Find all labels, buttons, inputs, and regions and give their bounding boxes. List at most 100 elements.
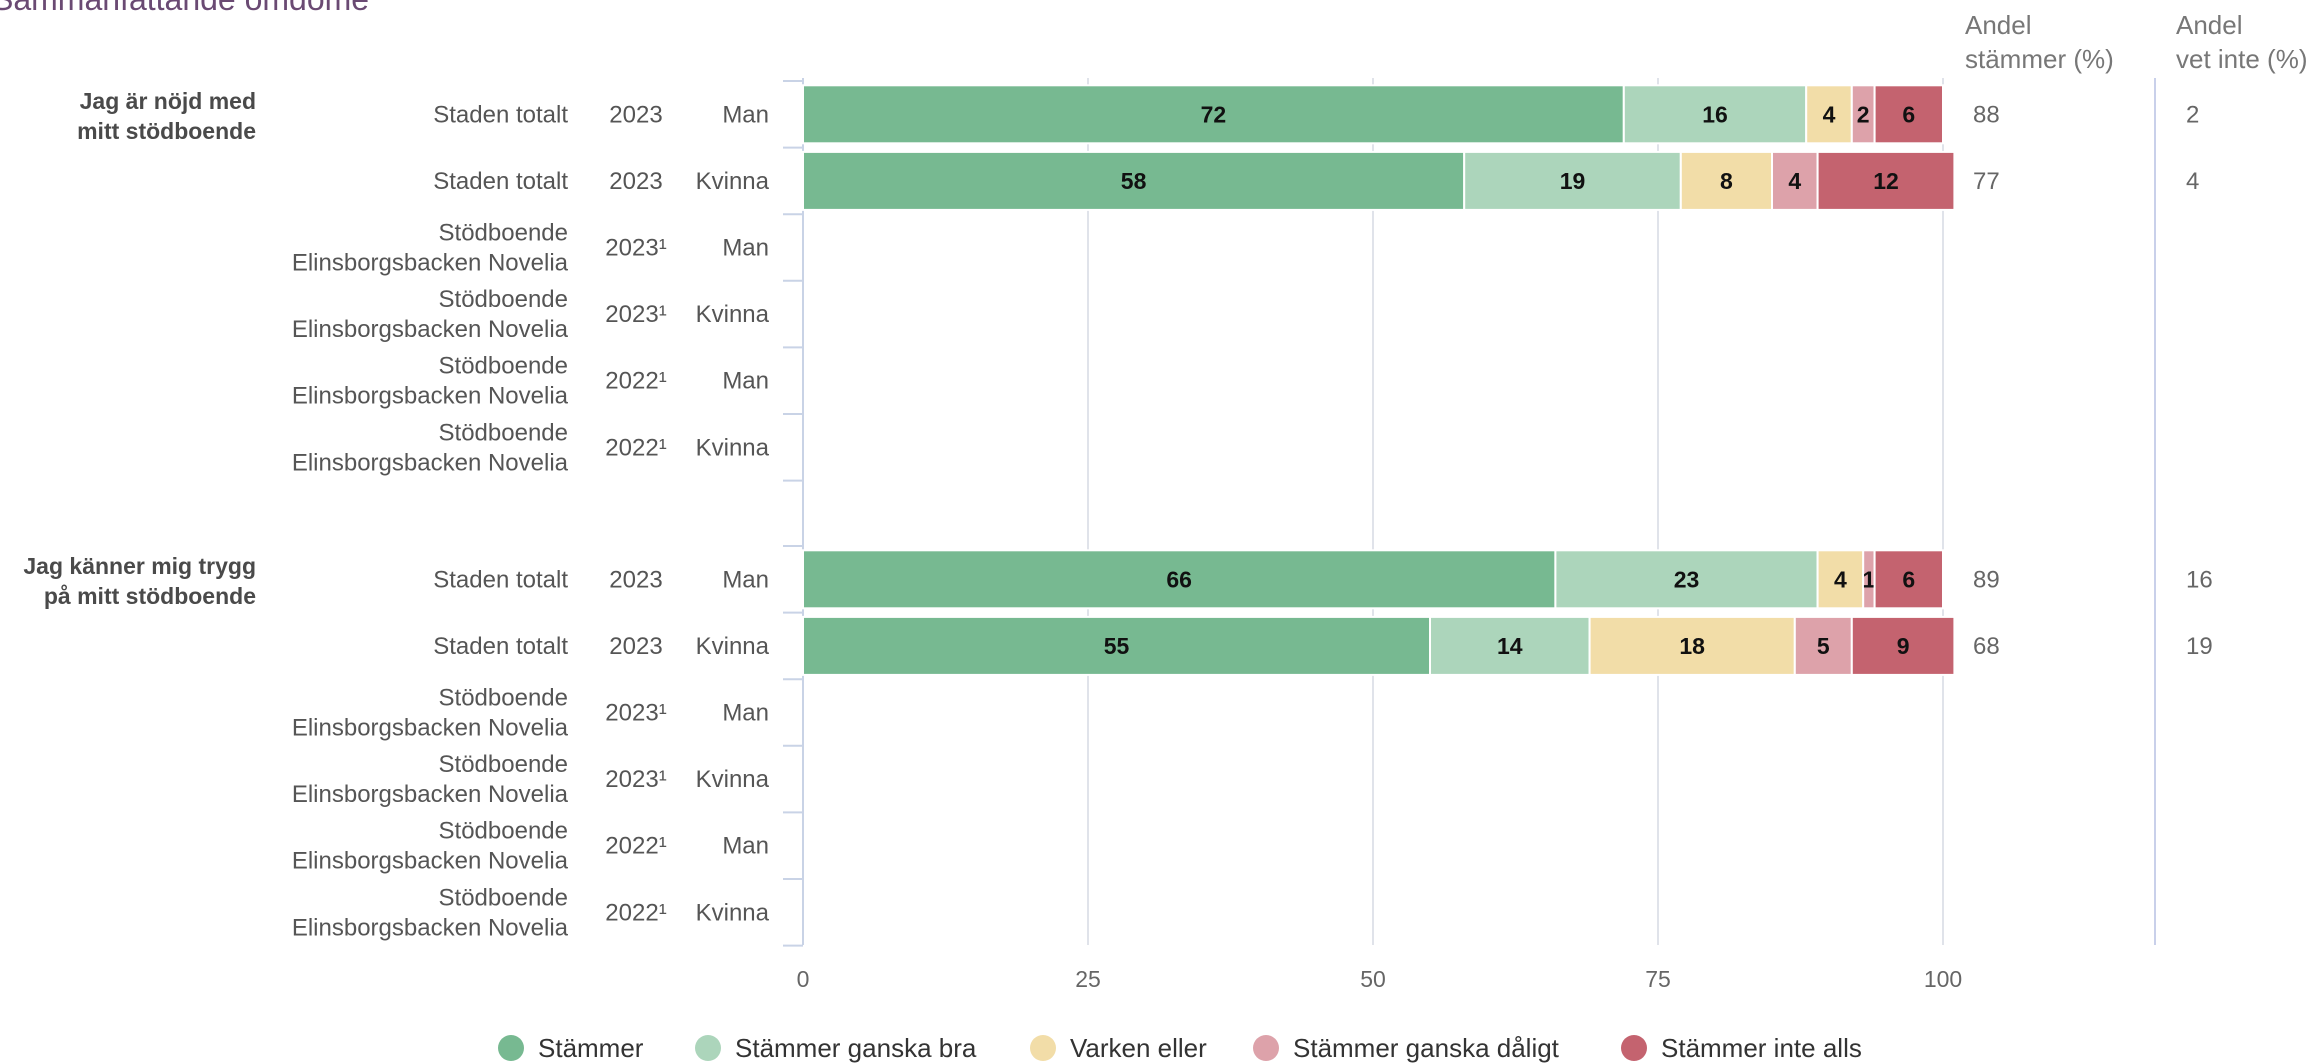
andel-vet-inte-value: 2 [2186, 101, 2199, 128]
unit-label-line: Elinsborgsbacken Novelia [292, 914, 569, 941]
year-label: 2022¹ [605, 899, 666, 926]
unit-label-line: Stödboende [439, 751, 568, 778]
data-label: 14 [1497, 633, 1523, 659]
year-label: 2023 [609, 566, 662, 593]
unit-label: Stödboende Elinsborgsbacken Novelia [292, 353, 569, 410]
unit-label-line: Elinsborgsbacken Novelia [292, 383, 569, 410]
unit-label: Stödboende Elinsborgsbacken Novelia [292, 751, 569, 808]
unit-label-line: Stödboende [439, 884, 568, 911]
bar-segment-stämmer-ganska-bra [1429, 615, 1591, 676]
andel-vet-inte-value: 19 [2186, 633, 2213, 660]
unit-label: Stödboende Elinsborgsbacken Novelia [292, 286, 569, 343]
unit-label-line: Elinsborgsbacken Novelia [292, 848, 569, 875]
question-label-line: Jag är nöjd med [80, 88, 256, 114]
data-label: 23 [1674, 566, 1700, 592]
data-label: 19 [1560, 168, 1586, 194]
x-tick-label: 50 [1360, 966, 1386, 992]
data-label: 5 [1817, 633, 1830, 659]
unit-label: Stödboende Elinsborgsbacken Novelia [292, 220, 569, 277]
legend-label: Stämmer ganska bra [735, 1033, 977, 1063]
data-label: 2 [1857, 101, 1870, 127]
header-andel-stammer-line-1: Andel [1965, 10, 2032, 40]
gender-label: Man [722, 235, 769, 262]
legend-swatch [1253, 1035, 1279, 1061]
header-andel-vet-inte-line-1: Andel [2176, 10, 2243, 40]
question-label-line: på mitt stödboende [44, 583, 256, 609]
x-axis: 0 25 50 75 100 [783, 80, 1962, 992]
x-tick-label: 75 [1645, 966, 1671, 992]
data-label: 9 [1897, 633, 1910, 659]
year-label: 2023¹ [605, 700, 666, 727]
unit-label: Stödboende Elinsborgsbacken Novelia [292, 818, 569, 875]
unit-label-line: Staden totalt [433, 566, 568, 593]
data-label: 12 [1873, 168, 1899, 194]
bar-segment-stämmer-inte-alls [1850, 615, 1956, 676]
bar-segment-stämmer [802, 549, 1557, 610]
bar-segment-stämmer-ganska-bra [1463, 150, 1682, 211]
data-label: 18 [1679, 633, 1705, 659]
data-label: 6 [1902, 101, 1915, 127]
unit-label-line: Stödboende [439, 353, 568, 380]
unit-label: Staden totalt [433, 101, 568, 128]
gender-label: Man [722, 101, 769, 128]
bar-segment-varken-eller [1588, 615, 1796, 676]
header-andel-vet-inte: Andel vet inte (%) [2176, 10, 2308, 74]
gender-label: Kvinna [696, 434, 770, 461]
unit-label: Stödboende Elinsborgsbacken Novelia [292, 419, 569, 476]
legend-swatch [695, 1035, 721, 1061]
year-label: 2022¹ [605, 368, 666, 395]
year-label: 2023 [609, 168, 662, 195]
data-label: 4 [1823, 101, 1836, 127]
gridlines [802, 78, 2156, 945]
question-label-line: mitt stödboende [77, 118, 256, 144]
unit-label-line: Stödboende [439, 685, 568, 712]
x-tick-label: 0 [797, 966, 810, 992]
bar-segment-stämmer-inte-alls [1816, 150, 1956, 211]
andel-stammer-value: 89 [1973, 566, 2000, 593]
bar-segment-varken-eller [1679, 150, 1774, 211]
x-tick-label: 25 [1075, 966, 1101, 992]
unit-label: Stödboende Elinsborgsbacken Novelia [292, 884, 569, 941]
unit-label-line: Elinsborgsbacken Novelia [292, 715, 569, 742]
unit-label: Staden totalt [433, 566, 568, 593]
unit-label-line: Staden totalt [433, 633, 568, 660]
legend-swatch [498, 1035, 524, 1061]
gender-label: Man [722, 368, 769, 395]
data-label: 72 [1201, 101, 1227, 127]
unit-label-line: Stödboende [439, 419, 568, 446]
unit-label-line: Elinsborgsbacken Novelia [292, 250, 569, 277]
data-label: 16 [1702, 101, 1728, 127]
bar-segment-stämmer [802, 615, 1431, 676]
year-label: 2022¹ [605, 434, 666, 461]
data-label: 6 [1902, 566, 1915, 592]
gender-label: Kvinna [696, 899, 770, 926]
legend-swatch [1621, 1035, 1647, 1061]
unit-label-line: Staden totalt [433, 101, 568, 128]
question-label-line: Jag känner mig trygg [23, 553, 256, 579]
legend: Stämmer Stämmer ganska bra Varken eller Stä… [498, 1033, 1862, 1063]
data-label: 58 [1121, 168, 1147, 194]
unit-label-line: Staden totalt [433, 168, 568, 195]
header-andel-vet-inte-line-2: vet inte (%) [2176, 44, 2308, 74]
year-label: 2023¹ [605, 301, 666, 328]
bar-segment-stämmer [802, 84, 1625, 145]
year-label: 2023 [609, 101, 662, 128]
legend-label: Stämmer inte alls [1661, 1033, 1862, 1063]
unit-label: Staden totalt [433, 633, 568, 660]
andel-vet-inte-value: 16 [2186, 566, 2213, 593]
legend-label: Stämmer ganska dåligt [1293, 1033, 1560, 1063]
bar-segment-stämmer-inte-alls [1873, 84, 1944, 145]
question-label: Jag känner mig trygg på mitt stödboende [23, 553, 256, 609]
andel-vet-inte-value: 4 [2186, 168, 2199, 195]
chart-title: Sammanfattande omdöme [0, 0, 369, 17]
gender-label: Kvinna [696, 168, 770, 195]
data-label: 66 [1166, 566, 1192, 592]
legend-label: Varken eller [1070, 1033, 1207, 1063]
unit-label-line: Elinsborgsbacken Novelia [292, 449, 569, 476]
andel-stammer-value: 77 [1973, 168, 2000, 195]
header-andel-stammer-line-2: stämmer (%) [1965, 44, 2114, 74]
gender-label: Kvinna [696, 766, 770, 793]
andel-stammer-value: 68 [1973, 633, 2000, 660]
data-label: 4 [1834, 566, 1847, 592]
